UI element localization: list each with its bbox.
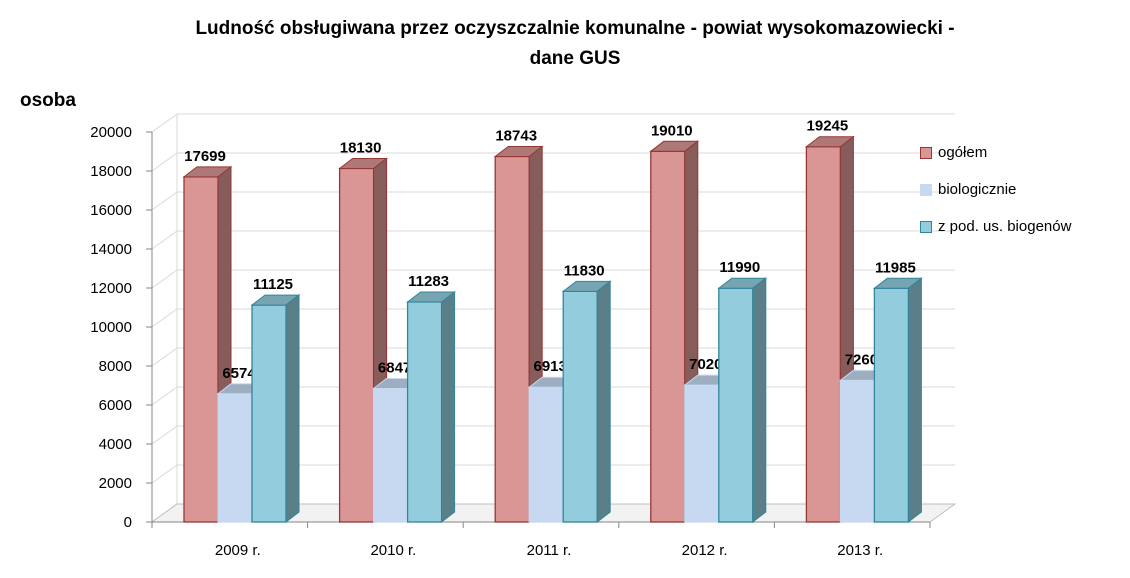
legend-label: ogółem	[938, 144, 988, 161]
gridline-side	[151, 308, 178, 328]
bar-biogeny-side	[596, 280, 611, 524]
bar-biologicznie	[839, 379, 876, 523]
bar-ogolem	[338, 167, 375, 523]
bar-biologicznie	[217, 393, 253, 523]
y-tick-label: 18000	[90, 163, 132, 180]
y-tick-label: 20000	[90, 124, 132, 141]
bar-ogolem	[805, 146, 842, 523]
bar-biogeny	[406, 301, 443, 523]
legend-swatch	[920, 147, 932, 159]
bar-biogeny-side	[752, 277, 767, 524]
chart-title-line2: dane GUS	[529, 48, 621, 69]
data-label: 19010	[651, 122, 693, 139]
gridline-side	[151, 386, 178, 406]
gridline-side	[151, 152, 178, 172]
bar-ogolem	[650, 150, 686, 523]
data-label: 6847	[378, 359, 411, 376]
y-tick-label: 2000	[99, 475, 132, 492]
x-category-label: 2012 r.	[682, 542, 728, 559]
data-label: 17699	[184, 148, 226, 165]
bar-biogeny	[562, 290, 598, 523]
data-label: 18743	[495, 128, 537, 145]
gridline-side	[151, 113, 178, 133]
y-tick-label: 10000	[90, 319, 132, 336]
y-tick-label: 16000	[90, 202, 132, 219]
bar-ogolem	[183, 176, 219, 523]
y-tick-label: 12000	[90, 280, 132, 297]
x-category-label: 2010 r.	[370, 542, 416, 559]
legend-label: biologicznie	[938, 181, 1017, 198]
bar-ogolem	[494, 155, 530, 523]
bar-biogeny	[718, 287, 754, 523]
legend-swatch	[920, 221, 932, 233]
bar-biogeny	[873, 287, 910, 523]
y-tick-label: 0	[124, 514, 132, 531]
data-label: 7260	[845, 351, 878, 368]
data-label: 6574	[222, 365, 256, 382]
gridline-side	[151, 464, 178, 484]
data-label: 18130	[340, 139, 382, 156]
x-category-label: 2011 r.	[527, 542, 572, 559]
data-label: 6913	[534, 358, 567, 375]
data-label: 19245	[807, 118, 849, 135]
gridline-side	[151, 191, 178, 211]
y-tick-label: 4000	[99, 436, 132, 453]
bar-biogeny	[251, 304, 287, 523]
bar-biologicznie	[528, 386, 564, 523]
bar-biogeny-side	[441, 290, 456, 524]
y-tick-label: 14000	[90, 241, 132, 258]
y-tick-label: 6000	[99, 397, 132, 414]
bar-biologicznie	[372, 387, 409, 523]
x-category-label: 2009 r.	[215, 542, 261, 559]
y-tick-label: 8000	[99, 358, 132, 375]
bar-biogeny-side	[907, 277, 922, 524]
gridline-side	[151, 269, 178, 289]
chart-title: Ludność obsługiwana przez oczyszczalnie …	[0, 14, 1130, 74]
y-axis-unit-label: osoba	[20, 90, 76, 111]
chart-title-line1: Ludność obsługiwana przez oczyszczalnie …	[195, 18, 955, 39]
legend-label: z pod. us. biogenów	[938, 218, 1072, 235]
data-label: 7020	[689, 356, 722, 373]
data-label: 11985	[875, 259, 916, 276]
x-category-label: 2013 r.	[837, 542, 883, 559]
gridline-side	[151, 425, 178, 445]
bar-biogeny-side	[285, 294, 300, 524]
gridline-side	[151, 347, 178, 367]
data-label: 11125	[253, 276, 293, 293]
legend-swatch	[920, 184, 932, 196]
data-label: 11990	[719, 259, 760, 276]
bar-biologicznie	[684, 384, 720, 523]
data-label: 11830	[564, 262, 605, 279]
gridline-side	[151, 230, 178, 250]
data-label: 11283	[408, 273, 449, 290]
